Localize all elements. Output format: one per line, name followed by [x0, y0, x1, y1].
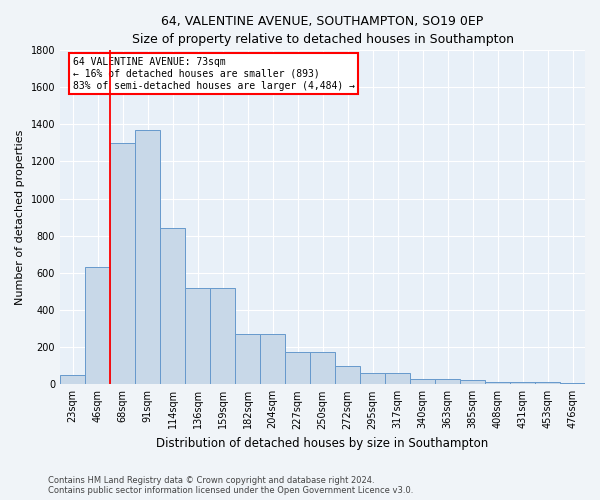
- Bar: [85, 268, 110, 384]
- Bar: [60, 375, 85, 384]
- Bar: [410, 378, 435, 384]
- Bar: [435, 378, 460, 384]
- Bar: [460, 380, 485, 384]
- Bar: [510, 382, 535, 384]
- Text: Contains HM Land Registry data © Crown copyright and database right 2024.
Contai: Contains HM Land Registry data © Crown c…: [48, 476, 413, 495]
- Title: 64, VALENTINE AVENUE, SOUTHAMPTON, SO19 0EP
Size of property relative to detache: 64, VALENTINE AVENUE, SOUTHAMPTON, SO19 …: [131, 15, 514, 46]
- Y-axis label: Number of detached properties: Number of detached properties: [15, 130, 25, 305]
- X-axis label: Distribution of detached houses by size in Southampton: Distribution of detached houses by size …: [157, 437, 488, 450]
- Bar: [310, 352, 335, 384]
- Bar: [335, 366, 360, 384]
- Bar: [135, 130, 160, 384]
- Bar: [285, 352, 310, 384]
- Bar: [485, 382, 510, 384]
- Text: 64 VALENTINE AVENUE: 73sqm
← 16% of detached houses are smaller (893)
83% of sem: 64 VALENTINE AVENUE: 73sqm ← 16% of deta…: [73, 58, 355, 90]
- Bar: [185, 288, 210, 384]
- Bar: [360, 373, 385, 384]
- Bar: [110, 143, 135, 384]
- Bar: [235, 334, 260, 384]
- Bar: [385, 373, 410, 384]
- Bar: [160, 228, 185, 384]
- Bar: [210, 288, 235, 384]
- Bar: [260, 334, 285, 384]
- Bar: [535, 382, 560, 384]
